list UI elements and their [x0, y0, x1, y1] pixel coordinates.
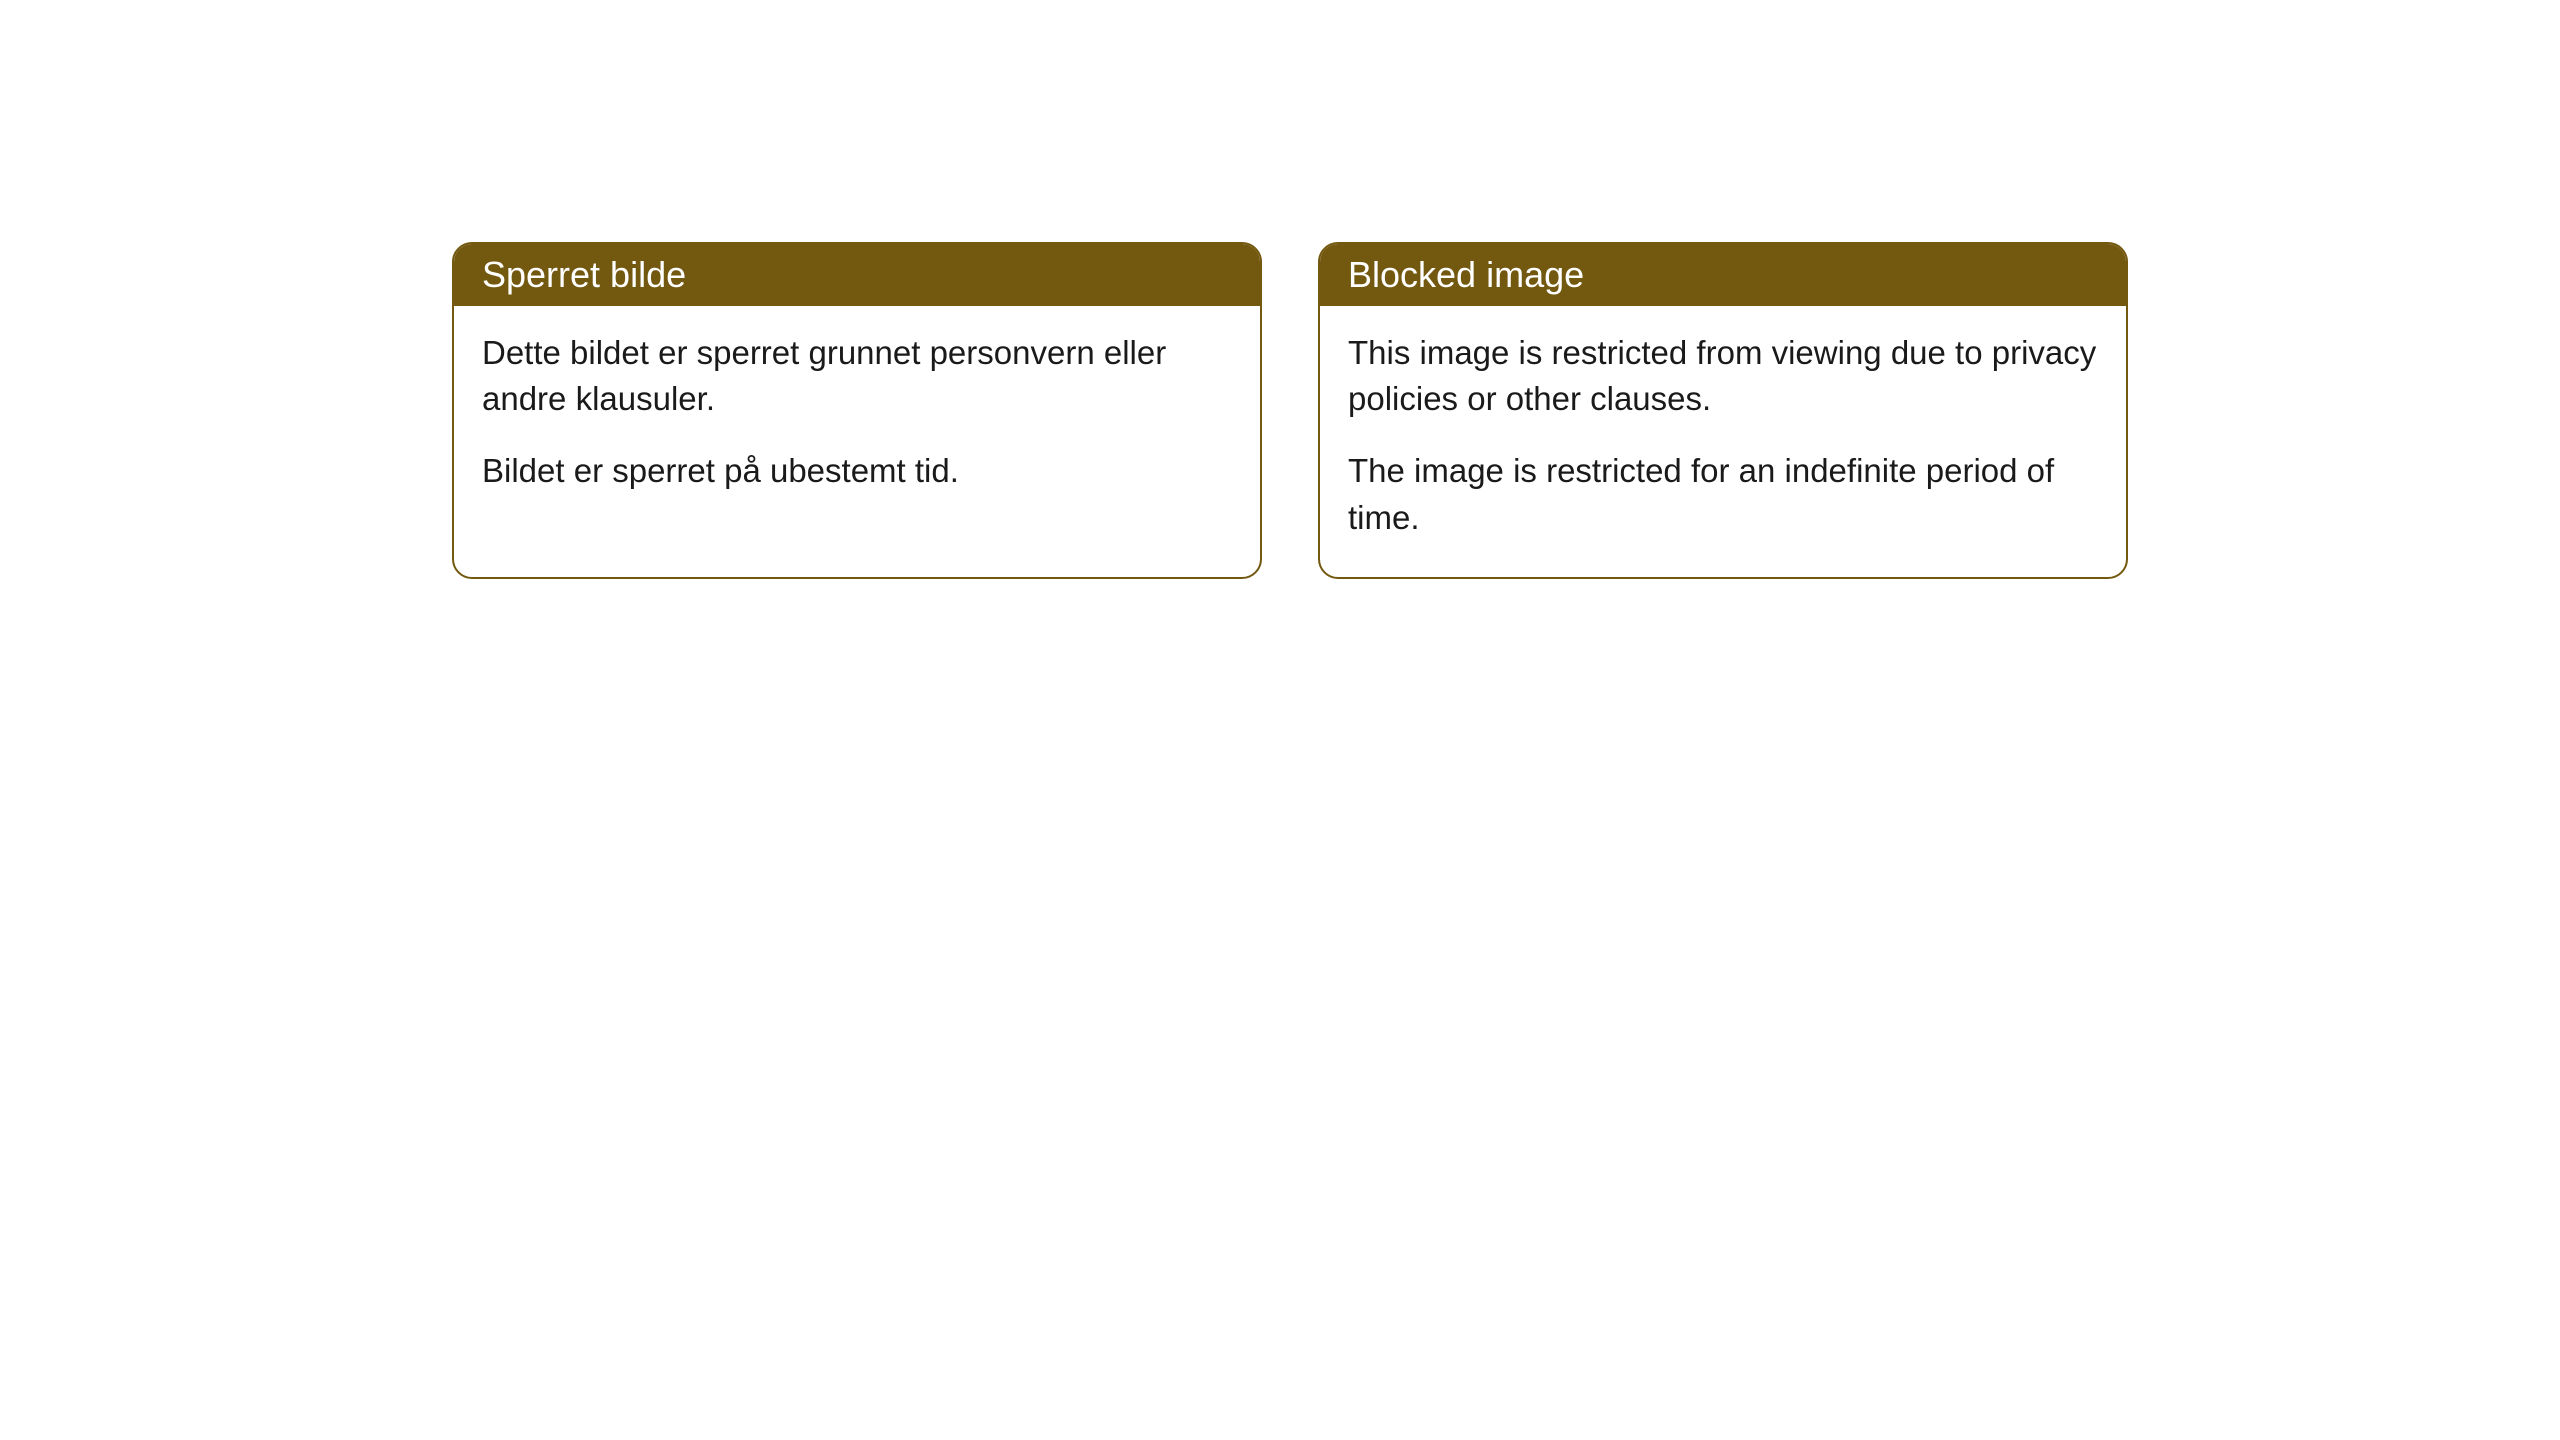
card-paragraph-2: Bildet er sperret på ubestemt tid. — [482, 448, 1232, 494]
notice-cards-container: Sperret bilde Dette bildet er sperret gr… — [452, 242, 2128, 579]
card-body: Dette bildet er sperret grunnet personve… — [454, 306, 1260, 531]
card-body: This image is restricted from viewing du… — [1320, 306, 2126, 577]
card-title: Sperret bilde — [482, 254, 686, 295]
blocked-image-card-norwegian: Sperret bilde Dette bildet er sperret gr… — [452, 242, 1262, 579]
card-header: Sperret bilde — [454, 244, 1260, 306]
blocked-image-card-english: Blocked image This image is restricted f… — [1318, 242, 2128, 579]
card-title: Blocked image — [1348, 254, 1584, 295]
card-paragraph-2: The image is restricted for an indefinit… — [1348, 448, 2098, 540]
card-paragraph-1: Dette bildet er sperret grunnet personve… — [482, 330, 1232, 422]
card-paragraph-1: This image is restricted from viewing du… — [1348, 330, 2098, 422]
card-header: Blocked image — [1320, 244, 2126, 306]
